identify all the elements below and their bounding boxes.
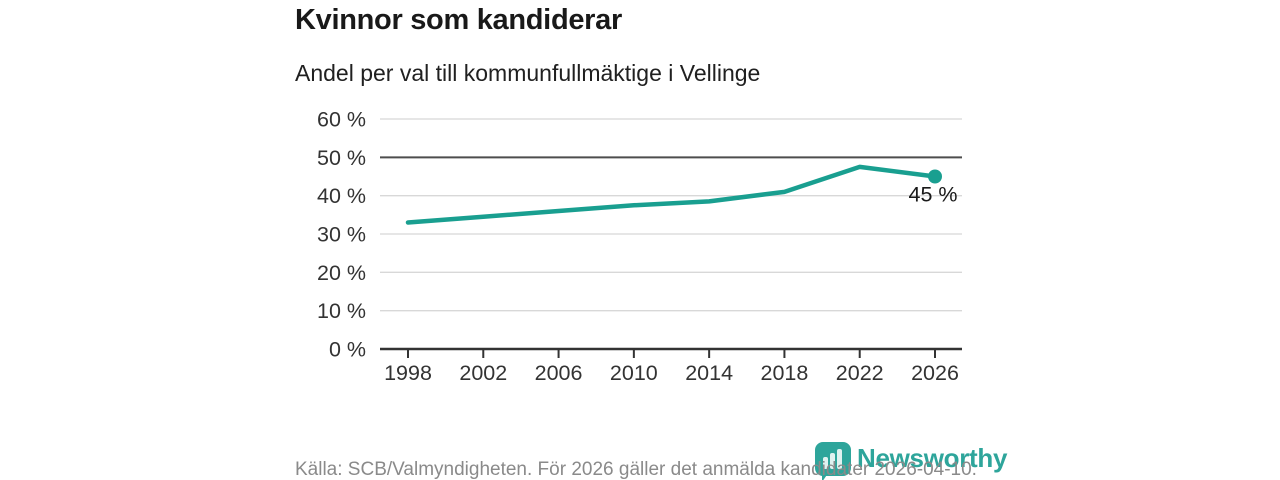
x-tick-label: 2010 — [610, 361, 658, 385]
y-tick-label: 10 % — [317, 299, 366, 323]
y-tick-label: 20 % — [317, 261, 366, 285]
y-tick-label: 60 % — [317, 108, 366, 132]
end-point-marker — [928, 169, 942, 184]
x-tick-label: 2006 — [535, 361, 583, 385]
trend-line — [405, 164, 938, 225]
chart-subtitle: Andel per val till kommunfullmäktige i V… — [295, 60, 761, 86]
end-value-label: 45 % — [908, 183, 957, 207]
newsworthy-logo: Newsworthy — [814, 441, 1007, 480]
x-tick-label: 2018 — [761, 361, 809, 385]
page-title: Kvinnor som kandiderar — [295, 4, 622, 36]
y-tick-label: 0 % — [329, 338, 366, 362]
newsworthy-logo-icon — [815, 442, 851, 480]
x-tick-label: 2026 — [911, 361, 959, 385]
x-tick-label: 2014 — [685, 361, 733, 385]
source-note: Källa: SCB/Valmyndigheten. För 2026 gäll… — [295, 459, 977, 480]
x-tick-label: 2002 — [459, 361, 507, 385]
y-tick-label: 50 % — [317, 146, 366, 170]
newsworthy-logo-text: Newsworthy — [857, 443, 1008, 473]
x-tick-label: 1998 — [384, 361, 432, 385]
y-tick-label: 30 % — [317, 223, 366, 247]
x-tick-label: 2022 — [836, 361, 884, 385]
y-tick-label: 40 % — [317, 184, 366, 208]
